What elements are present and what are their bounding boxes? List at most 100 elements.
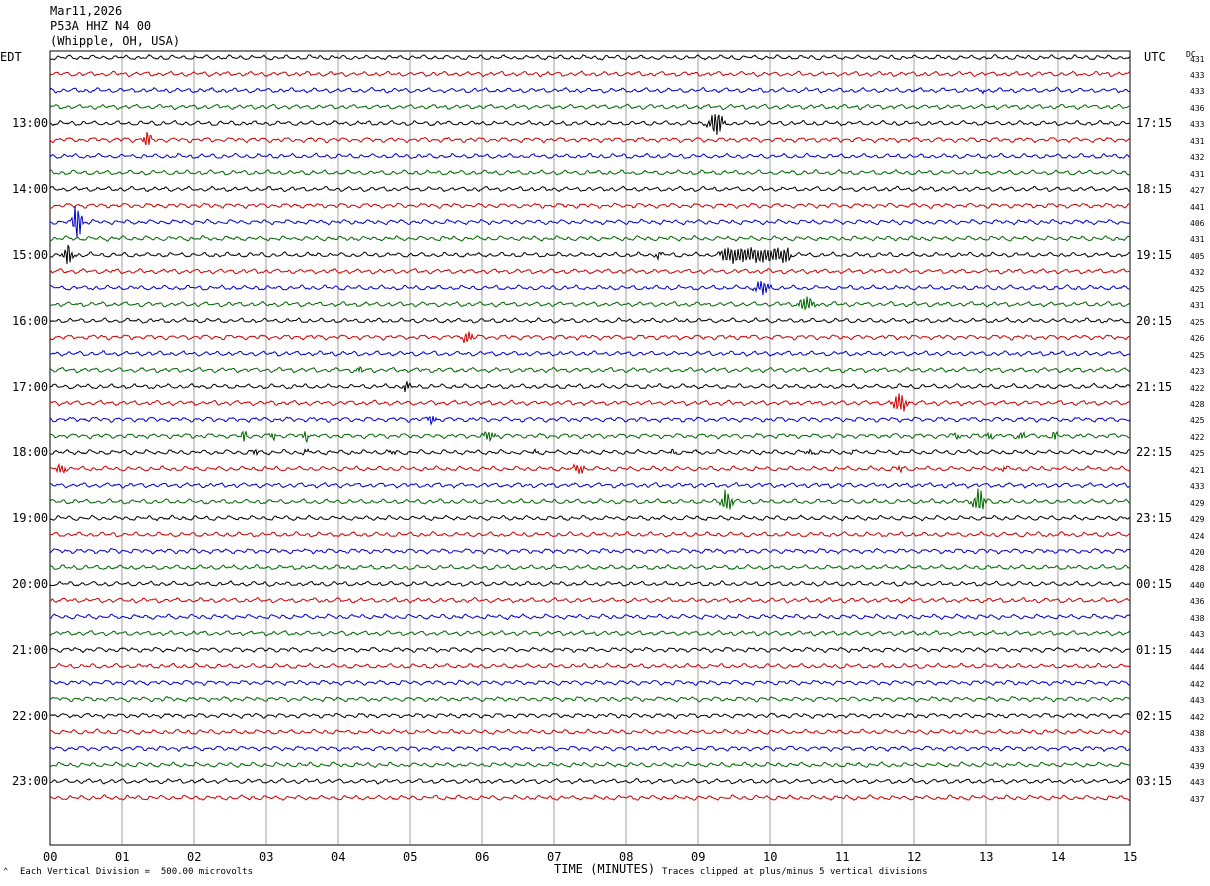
trace-line <box>49 381 1131 393</box>
dc-offset-value: 425 <box>1190 416 1205 426</box>
dc-offset-value: 443 <box>1190 778 1205 788</box>
dc-offset-value: 440 <box>1190 580 1205 590</box>
dc-offset-value: 425 <box>1190 449 1205 459</box>
left-hour-label: 13:00 <box>12 116 49 131</box>
dc-offset-value: 428 <box>1190 399 1205 409</box>
trace-line <box>49 794 1131 802</box>
trace-line <box>49 430 1130 444</box>
dc-offset-value: 431 <box>1190 136 1205 146</box>
right-hour-label: 23:15 <box>1136 511 1173 526</box>
right-hour-label: 03:15 <box>1136 774 1173 789</box>
x-tick-label: 15 <box>1123 850 1138 864</box>
x-tick-label: 07 <box>547 850 562 864</box>
trace-line <box>49 563 1131 571</box>
dc-offset-value: 406 <box>1190 219 1205 228</box>
dc-offset-value: 439 <box>1190 761 1205 771</box>
dc-offset-value: 433 <box>1190 482 1205 492</box>
right-hour-label: 22:15 <box>1136 445 1173 460</box>
trace-line <box>49 331 1131 344</box>
dc-offset-value: 431 <box>1190 54 1205 64</box>
right-hour-label: 19:15 <box>1136 247 1173 262</box>
x-tick-label: 10 <box>763 850 778 864</box>
trace-line <box>49 646 1131 654</box>
dc-offset-value: 436 <box>1190 597 1205 607</box>
right-timezone-label: UTC <box>1144 50 1166 64</box>
x-tick-label: 02 <box>187 850 202 864</box>
trace-line <box>49 267 1131 275</box>
dc-offset-value: 433 <box>1190 745 1205 755</box>
trace-line <box>49 448 1131 457</box>
dc-offset-value: 432 <box>1190 268 1205 278</box>
x-tick-label: 14 <box>1051 850 1066 864</box>
dc-offset-value: 438 <box>1190 613 1205 623</box>
x-tick-label: 05 <box>403 850 418 864</box>
trace-line <box>49 280 1131 296</box>
dc-offset-value: 443 <box>1190 630 1205 640</box>
dc-offset-value: 441 <box>1190 202 1205 212</box>
x-tick-label: 00 <box>43 850 58 864</box>
dc-offset-header: DC <box>1186 50 1196 59</box>
x-tick-label: 12 <box>907 850 922 864</box>
dc-offset-value: 424 <box>1190 531 1205 541</box>
dc-offset-value: 443 <box>1190 696 1205 706</box>
left-hour-label: 17:00 <box>12 379 49 394</box>
trace-line <box>49 168 1131 176</box>
trace-line <box>49 488 1131 510</box>
x-tick-label: 11 <box>835 850 850 864</box>
dc-offset-value: 431 <box>1190 169 1205 179</box>
dc-offset-value: 433 <box>1190 120 1205 130</box>
dc-offset-value: 428 <box>1190 564 1205 574</box>
dc-offset-value: 433 <box>1190 87 1205 97</box>
right-hour-label: 21:15 <box>1136 379 1173 394</box>
trace-line <box>49 662 1131 669</box>
x-axis-label: TIME (MINUTES) <box>554 862 656 876</box>
scale-note: Each Vertical Division = 500.00 microvol… <box>20 867 253 877</box>
trace-line <box>49 53 1131 61</box>
trace-line <box>50 462 1131 474</box>
trace-line <box>49 366 1131 374</box>
trace-line <box>49 131 1131 146</box>
x-tick-label: 06 <box>475 850 490 864</box>
dc-offset-value: 442 <box>1190 712 1205 722</box>
trace-line <box>49 205 1131 238</box>
x-tick-label: 08 <box>619 850 634 864</box>
scale-note-icon: ⌃ <box>3 867 9 877</box>
right-hour-label: 02:15 <box>1136 708 1173 723</box>
trace-line <box>49 393 1131 412</box>
trace-line <box>49 679 1131 687</box>
trace-line <box>49 745 1131 753</box>
x-tick-label: 13 <box>979 850 994 864</box>
plot-frame <box>49 50 1131 846</box>
dc-offset-value: 422 <box>1190 383 1205 393</box>
left-hour-label: 14:00 <box>12 182 49 197</box>
left-timezone-label: EDT <box>0 50 22 64</box>
trace-line <box>50 547 1131 555</box>
right-hour-label: 17:15 <box>1136 116 1173 131</box>
clip-note: Traces clipped at plus/minus 5 vertical … <box>662 867 928 877</box>
trace-line <box>49 202 1131 210</box>
right-hour-label: 18:15 <box>1136 182 1173 197</box>
dc-offset-value: 422 <box>1190 432 1205 442</box>
trace-line <box>49 777 1131 785</box>
dc-offset-value: 421 <box>1190 465 1205 475</box>
dc-offset-value: 425 <box>1190 317 1205 327</box>
station-code: P53A HHZ N4 00 <box>50 19 152 33</box>
trace-line <box>49 728 1131 736</box>
trace-line <box>49 235 1131 242</box>
dc-offset-value: 437 <box>1190 794 1205 804</box>
plot-date: Mar11,2026 <box>50 4 123 18</box>
trace-line <box>49 244 1131 265</box>
left-hour-label: 21:00 <box>12 642 49 657</box>
station-location: (Whipple, OH, USA) <box>50 34 181 48</box>
right-hour-label: 20:15 <box>1136 313 1173 328</box>
trace-line <box>49 114 1131 135</box>
left-hour-label: 19:00 <box>12 511 49 526</box>
x-tick-label: 01 <box>115 850 130 864</box>
left-hour-label: 16:00 <box>12 313 49 328</box>
dc-offset-value: 425 <box>1190 350 1205 360</box>
trace-line <box>49 580 1131 587</box>
left-hour-label: 20:00 <box>12 576 49 591</box>
dc-offset-value: 427 <box>1190 186 1205 196</box>
dc-offset-value: 442 <box>1190 679 1205 689</box>
